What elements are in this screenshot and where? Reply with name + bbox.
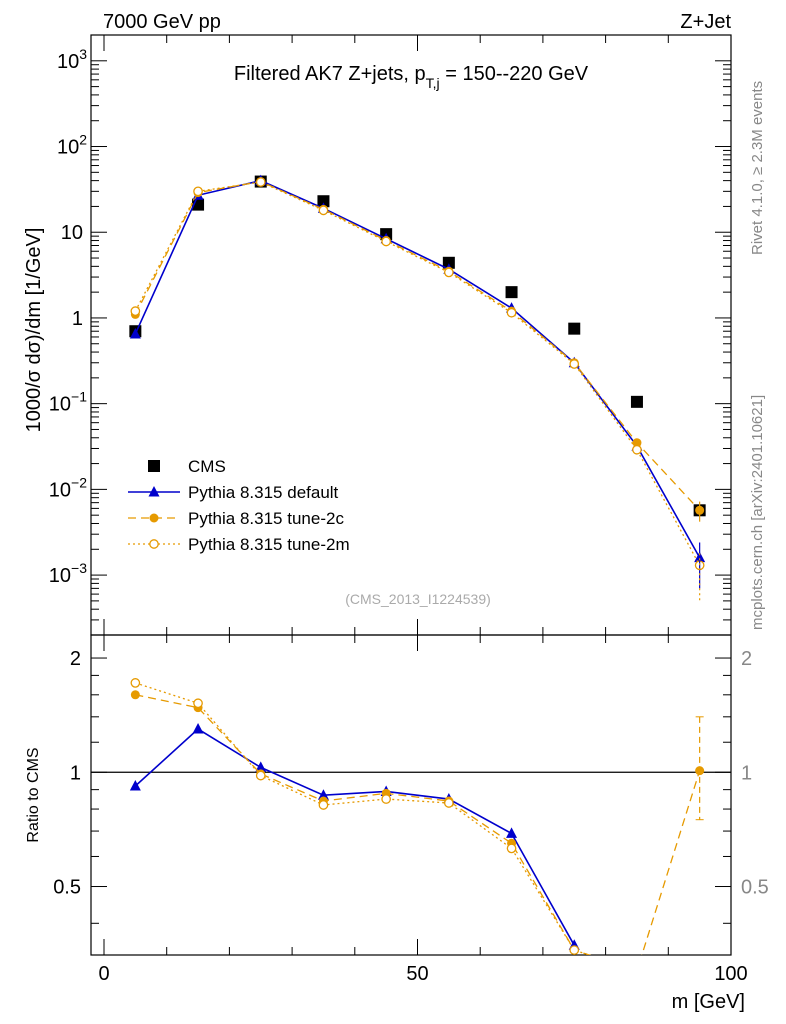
ratio-default-line [134,728,575,946]
main-y-tick-label: 103 [57,46,87,73]
main-plot-frame [90,34,732,636]
main-y-tick-label: 10−2 [49,474,87,501]
ratio-default-point [192,723,204,734]
x-tick-label: 50 [406,963,428,985]
tune2m-line [134,181,701,566]
main-title: Filtered AK7 Z+jets, pT,j = 150--220 GeV [234,63,589,91]
legend-default-label: Pythia 8.315 default [188,483,339,502]
ratio-y-tick-label-right: 0.5 [741,877,769,899]
main-y-tick-label: 1 [72,308,83,330]
ratio-series-tune2c [130,690,705,955]
ratio-default-point [129,780,141,791]
mcplots-label: mcplots.cern.ch [arXiv:2401.10621] [749,395,766,630]
ratio-series-tune2m [130,678,592,955]
ratio-y-tick-label: 1 [70,762,81,784]
x-axis-label: m [GeV] [672,991,745,1013]
ratio-tune2m-point [381,794,391,804]
legend-tune2m-marker [149,539,159,549]
tune2m-point [506,307,517,318]
tune2m-point [443,267,454,278]
ratio-y-tick-label: 0.5 [53,877,81,899]
ratio-tune2c-line [135,694,701,955]
tune2m-point [632,444,642,455]
default-line [134,179,701,558]
tune2c-point [632,438,642,448]
watermark: (CMS_2013_I1224539) [345,591,491,607]
x-tick-label: 0 [98,963,109,985]
tune2m-point [381,236,391,247]
ratio-plot-frame [90,634,732,956]
legend-default-marker [148,486,160,497]
default-point [129,327,141,339]
main-y-tick-label: 10 [61,222,83,244]
legend-tune2m-label: Pythia 8.315 tune-2m [188,535,350,554]
ratio-default-point [317,789,329,800]
ratio-default-point [255,761,267,772]
tune2m-point [318,205,329,216]
ratio-default-point [506,827,518,838]
ratio-tune2m-point [443,798,454,808]
ratio-tune2m-point [193,698,203,709]
ratio-tune2m-point [569,945,580,955]
legend-entry-tune2c: Pythia 8.315 tune-2c [128,509,344,528]
main-y-tick-label: 10−3 [49,560,87,587]
cms-point [442,256,455,269]
rivet-label: Rivet 4.1.0, ≥ 2.3M events [749,81,766,255]
ratio-y-tick-label-right: 2 [741,648,752,670]
series-default [129,174,706,563]
ratio-y-tick-label: 2 [70,648,81,670]
main-y-tick-label: 10−1 [49,389,87,416]
legend-cms-marker [148,460,160,472]
tune2m-point [569,359,580,369]
legend-tune2c-label: Pythia 8.315 tune-2c [188,509,344,528]
header-left: 7000 GeV pp [103,11,221,33]
ratio-tune2c-point [130,690,140,700]
cms-point [630,395,643,408]
ratio-tune2m-point [130,678,141,688]
x-tick-label: 100 [714,963,747,985]
header-right: Z+Jet [680,11,731,33]
cms-point [568,322,581,335]
tune2m-point [255,177,266,187]
legend-entry-cms: CMS [148,457,226,476]
cms-point [505,286,518,299]
ratio-y-tick-label-right: 1 [741,762,752,784]
ratio-tune2m-point [318,800,329,810]
main-y-tick-label: 102 [57,132,87,159]
cms-point [317,195,330,208]
main-y-label: 1000/σ dσ)/dm [1/GeV] [23,228,45,433]
ratio-tune2m-point [255,770,266,781]
ratio-y-label: Ratio to CMS [25,747,42,842]
legend-entry-default: Pythia 8.315 default [128,483,339,502]
legend-tune2c-marker [149,513,159,523]
series-tune2m [130,177,705,571]
ratio-tune2m-point [506,843,517,854]
legend-cms-label: CMS [188,457,226,476]
legend-entry-tune2m: Pythia 8.315 tune-2m [128,535,350,554]
ratio-series-default [129,723,580,950]
tune2c-line [134,180,701,511]
tune2m-point [130,306,141,317]
tune2m-point [193,186,203,197]
